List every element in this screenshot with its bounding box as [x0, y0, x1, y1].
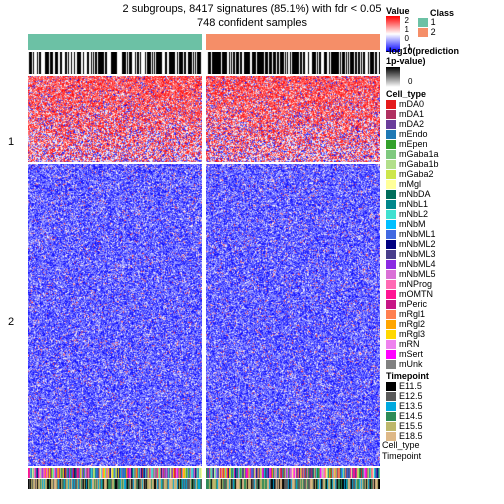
- legend-item: E15.5: [386, 421, 502, 431]
- celltype-track-label: Cell_type: [382, 440, 421, 451]
- legend-item: 2: [418, 27, 436, 37]
- legend-item: E18.5: [386, 431, 502, 441]
- legend-item: mNbML2: [386, 239, 502, 249]
- predict-seg-2: [206, 52, 380, 74]
- logp-colorbar-ticks: 0: [408, 67, 412, 87]
- legend-item: E13.5: [386, 401, 502, 411]
- legend-item: 1: [418, 17, 436, 27]
- legend-item: mNbL1: [386, 199, 502, 209]
- y-label-2: 2: [8, 316, 14, 328]
- legend-item: E14.5: [386, 411, 502, 421]
- row-separator: [28, 162, 202, 164]
- plot-area: [28, 34, 380, 500]
- title-block: 2 subgroups, 8417 signatures (85.1%) wit…: [62, 0, 442, 30]
- timepoint-track-2: [206, 479, 380, 489]
- legend-item: mUnk: [386, 359, 502, 369]
- legend-item: mNProg: [386, 279, 502, 289]
- title-line-1: 2 subgroups, 8417 signatures (85.1%) wit…: [62, 2, 442, 16]
- legend-item: mDA1: [386, 109, 502, 119]
- timepoint-track-1: [28, 479, 202, 489]
- class-legend-title: Class: [430, 8, 454, 18]
- title-line-2: 748 confident samples: [62, 16, 442, 30]
- class-seg-2: [206, 34, 380, 50]
- value-legend-title: Value: [386, 6, 410, 16]
- heatmap-col-2: [206, 76, 380, 466]
- legend-item: mGaba1a: [386, 149, 502, 159]
- y-label-1: 1: [8, 136, 14, 148]
- class-seg-1: [28, 34, 202, 50]
- legend-item: mRgl1: [386, 309, 502, 319]
- legend-item: mNbL2: [386, 209, 502, 219]
- legend-item: mEndo: [386, 129, 502, 139]
- timepoint-track-label: Timepoint: [382, 451, 421, 462]
- legend-item: mDA2: [386, 119, 502, 129]
- legends: Value Class 210-1 12 -log10(prediction1p…: [386, 6, 502, 441]
- row-separator: [206, 162, 380, 164]
- legend-item: E11.5: [386, 381, 502, 391]
- legend-item: mEpen: [386, 139, 502, 149]
- legend-item: mRgl2: [386, 319, 502, 329]
- y-axis-labels: 1 2: [8, 34, 26, 500]
- legend-item: mPeric: [386, 299, 502, 309]
- legend-item: mDA0: [386, 99, 502, 109]
- logp-legend-title: -log10(prediction1p-value): [386, 46, 502, 66]
- legend-item: mRN: [386, 339, 502, 349]
- celltype-track-2: [206, 468, 380, 478]
- legend-item: mOMTN: [386, 289, 502, 299]
- timepoint-legend-items: E11.5E12.5E13.5E14.5E15.5E18.5: [386, 381, 502, 441]
- logp-colorbar: [386, 67, 400, 87]
- legend-item: mMgl: [386, 179, 502, 189]
- celltype-track-1: [28, 468, 202, 478]
- prediction-bar: [28, 52, 380, 74]
- legend-item: mNbML1: [386, 229, 502, 239]
- celltype-legend-title: Cell_type: [386, 89, 502, 99]
- legend-item: mGaba1b: [386, 159, 502, 169]
- timepoint-legend-title: Timepoint: [386, 371, 502, 381]
- heatmap: [28, 76, 380, 466]
- legend-item: mGaba2: [386, 169, 502, 179]
- legend-item: mRgl3: [386, 329, 502, 339]
- legend-item: mSert: [386, 349, 502, 359]
- bottom-tracks: [28, 468, 380, 489]
- heatmap-col-1: [28, 76, 202, 466]
- legend-item: mNbML5: [386, 269, 502, 279]
- legend-item: mNbM: [386, 219, 502, 229]
- predict-seg-1: [28, 52, 202, 74]
- celltype-legend-items: mDA0mDA1mDA2mEndomEpenmGaba1amGaba1bmGab…: [386, 99, 502, 369]
- legend-item: E12.5: [386, 391, 502, 401]
- legend-item: mNbDA: [386, 189, 502, 199]
- legend-item: mNbML3: [386, 249, 502, 259]
- bottom-track-labels: Cell_type Timepoint: [382, 440, 421, 462]
- legend-item: mNbML4: [386, 259, 502, 269]
- class-annotation-bar: [28, 34, 380, 50]
